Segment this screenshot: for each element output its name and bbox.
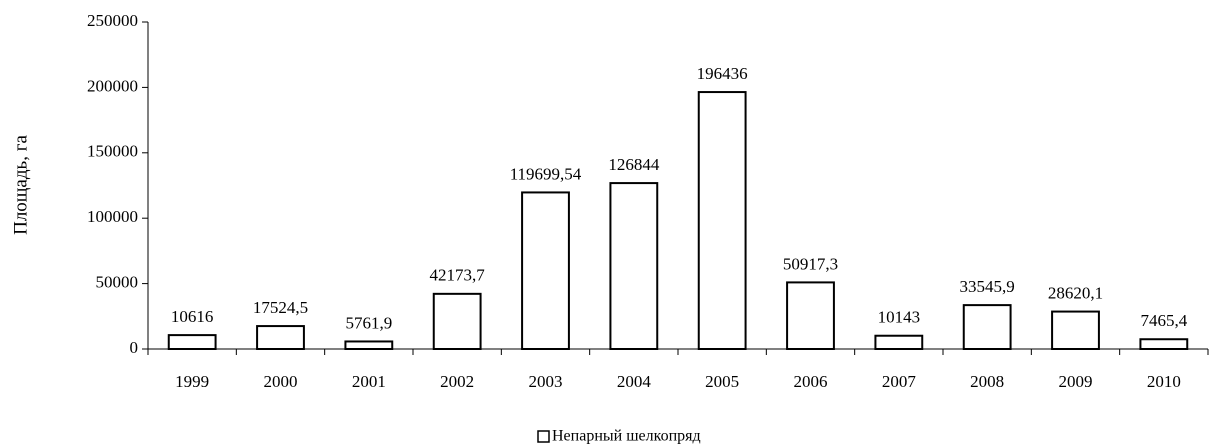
bar [344, 340, 394, 351]
x-tick-label: 1999 [175, 372, 209, 391]
bar [521, 191, 570, 350]
bar [874, 334, 924, 351]
legend-label: Непарный шелкопряд [552, 428, 701, 445]
y-axis-label: Площадь, га [10, 135, 31, 235]
bar [962, 304, 1012, 350]
y-tick-label: 200000 [87, 76, 138, 95]
y-tick-label: 100000 [87, 207, 138, 226]
data-label: 33545,9 [960, 277, 1015, 296]
bar [609, 182, 659, 350]
x-tick-label: 2006 [794, 372, 828, 391]
x-tick-label: 2008 [970, 372, 1004, 391]
y-tick-label: 150000 [87, 142, 138, 161]
x-tick-label: 2010 [1147, 372, 1181, 391]
bar [167, 334, 217, 350]
x-tick-label: 2004 [617, 372, 652, 391]
x-tick-label: 2003 [529, 372, 563, 391]
bar [1139, 338, 1189, 351]
bar [432, 292, 482, 350]
y-tick-label: 50000 [96, 273, 139, 292]
data-label: 7465,4 [1140, 311, 1187, 330]
data-label: 17524,5 [253, 298, 308, 317]
x-tick-label: 2000 [264, 372, 298, 391]
x-tick-label: 2005 [705, 372, 739, 391]
x-tick-label: 2001 [352, 372, 386, 391]
y-tick-label: 0 [130, 338, 139, 357]
data-label: 10143 [878, 308, 921, 327]
x-tick-label: 2007 [882, 372, 917, 391]
bar [1051, 310, 1100, 350]
data-label: 28620,1 [1048, 283, 1103, 302]
bar [697, 91, 747, 351]
x-tick-label: 2002 [440, 372, 474, 391]
data-label: 126844 [608, 155, 660, 174]
data-label: 119699,54 [510, 164, 582, 183]
legend-swatch [537, 430, 550, 443]
x-tick-label: 2009 [1059, 372, 1093, 391]
data-label: 196436 [697, 64, 748, 83]
data-label: 5761,9 [345, 313, 392, 332]
bar [256, 325, 305, 350]
data-label: 50917,3 [783, 254, 838, 273]
y-tick-label: 250000 [87, 11, 138, 30]
data-label: 42173,7 [430, 266, 486, 285]
data-label: 10616 [171, 307, 214, 326]
bar [786, 281, 835, 351]
